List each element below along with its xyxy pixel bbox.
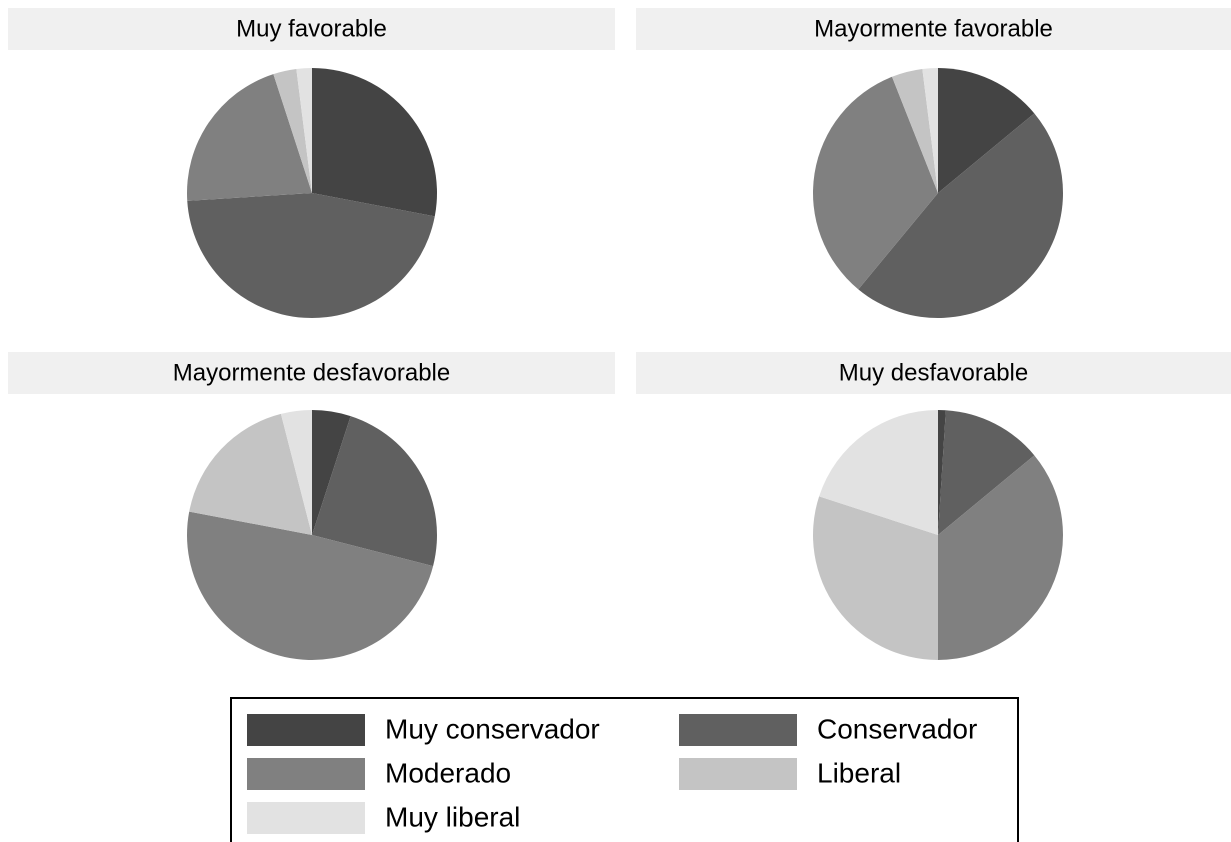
- panel-title: Muy favorable: [236, 15, 387, 42]
- legend-key: [679, 758, 797, 790]
- pie-slice: [938, 455, 1064, 660]
- legend-label: Muy conservador: [385, 713, 600, 744]
- pie-slice: [938, 68, 1035, 193]
- pie-slice: [819, 410, 938, 535]
- pie-slice: [189, 413, 312, 535]
- pie-slice: [312, 410, 351, 535]
- legend-label: Conservador: [817, 713, 977, 744]
- panel-header: [8, 352, 615, 394]
- panel-header: [636, 8, 1231, 50]
- pie-slice: [187, 193, 435, 319]
- panel-title: Muy desfavorable: [839, 359, 1028, 386]
- pie-slice: [186, 511, 434, 661]
- pie-slice: [187, 74, 312, 201]
- panel-title: Mayormente favorable: [814, 15, 1053, 42]
- pie-slice: [280, 410, 312, 535]
- pie-slice: [312, 416, 438, 567]
- panel-header: [8, 8, 615, 50]
- pie-slice: [813, 496, 938, 660]
- legend-label: Muy liberal: [385, 801, 520, 832]
- legend-key: [679, 714, 797, 746]
- pie-slice: [858, 113, 1064, 319]
- legend-key: [247, 714, 365, 746]
- legend-key: [247, 758, 365, 790]
- pie-slice: [922, 68, 938, 193]
- panel-title: Mayormente desfavorable: [173, 359, 450, 386]
- pie-slice: [813, 76, 938, 290]
- pie-slice: [938, 410, 1035, 535]
- legend-label: Moderado: [385, 757, 511, 788]
- pie-slice: [296, 68, 312, 193]
- pie-slice: [891, 68, 938, 193]
- legend-box: [230, 697, 1019, 842]
- pie-slice: [273, 68, 312, 193]
- pie-slice: [312, 68, 437, 217]
- legend-key: [247, 802, 365, 834]
- panel-header: [636, 352, 1231, 394]
- pie-slice: [938, 410, 946, 535]
- legend-label: Liberal: [817, 757, 901, 788]
